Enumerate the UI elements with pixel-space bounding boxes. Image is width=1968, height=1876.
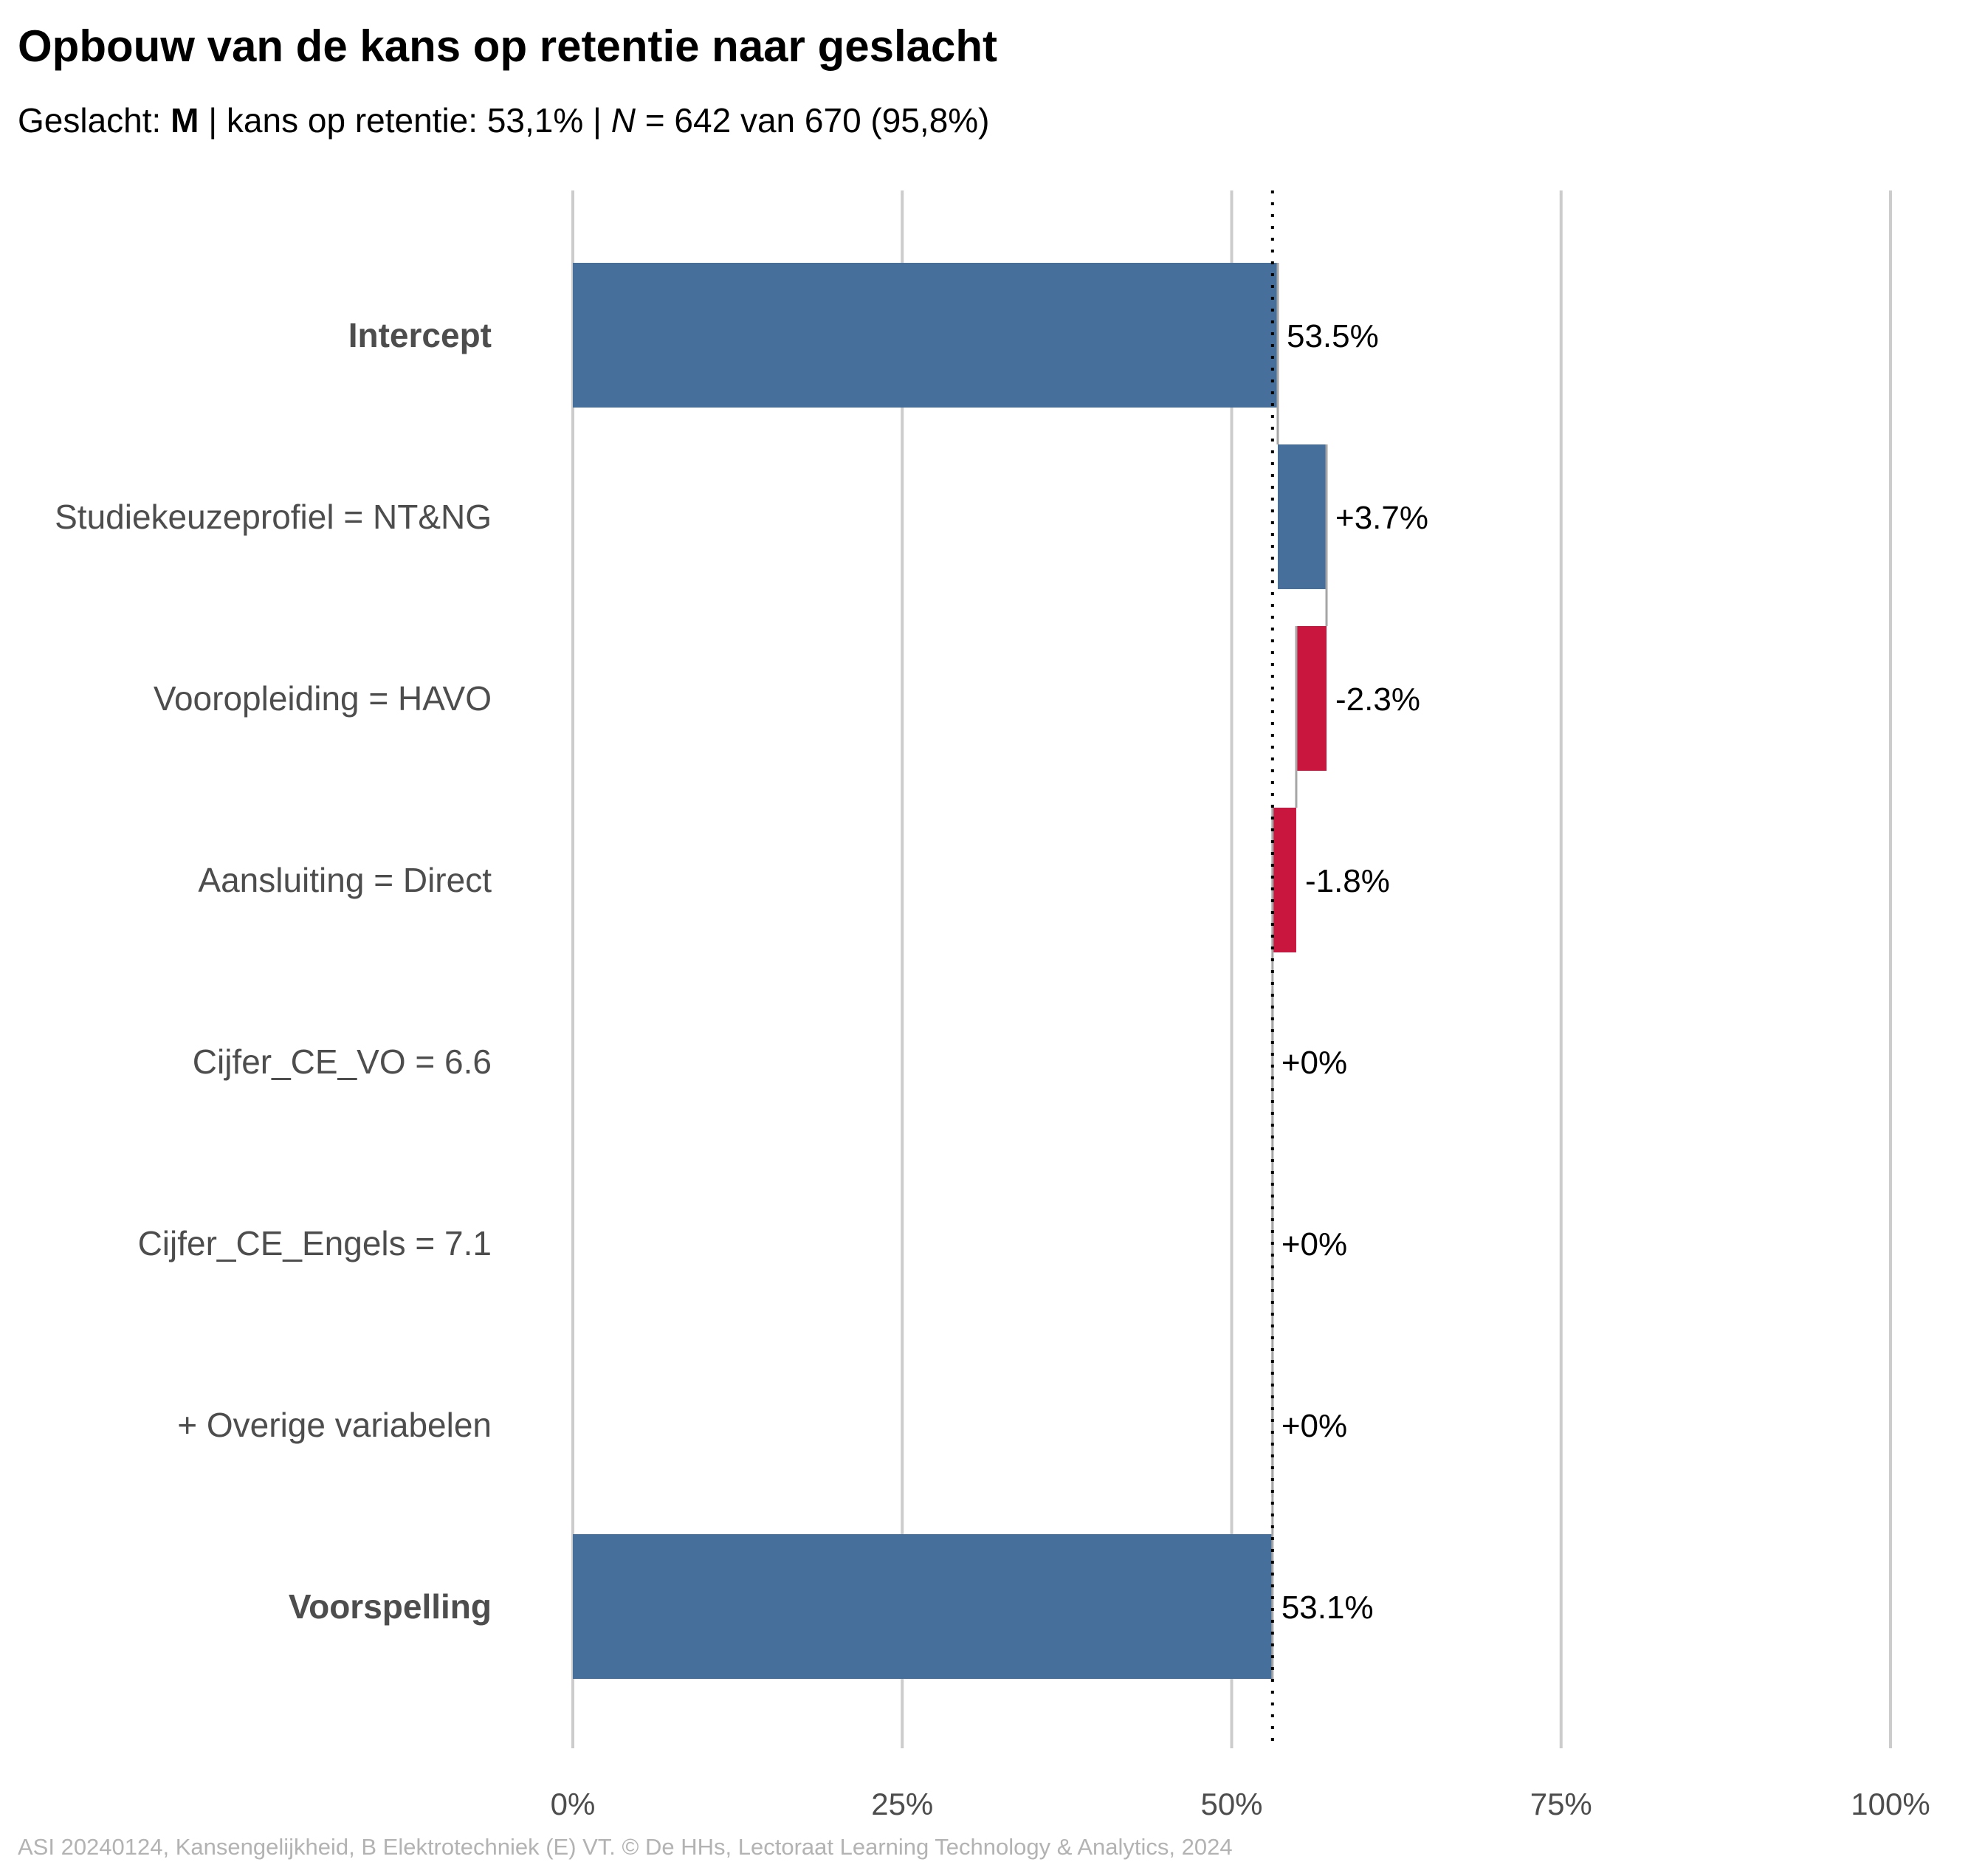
- x-tick-label: 25%: [871, 1787, 933, 1821]
- gridlines: [571, 190, 1892, 1748]
- category-label: Vooropleiding = HAVO: [154, 679, 492, 718]
- value-label: +0%: [1281, 1045, 1347, 1081]
- category-label: Cijfer_CE_VO = 6.6: [193, 1042, 492, 1081]
- value-label: +0%: [1281, 1226, 1347, 1262]
- value-label: -1.8%: [1305, 863, 1390, 899]
- value-label: +0%: [1281, 1408, 1347, 1444]
- x-tick-label: 50%: [1200, 1787, 1262, 1821]
- bar-1: [573, 263, 1278, 408]
- value-label: 53.5%: [1287, 318, 1379, 354]
- bar-3: [1296, 626, 1327, 771]
- x-tick-label: 100%: [1851, 1787, 1930, 1821]
- bar-4: [1272, 808, 1296, 952]
- chart-title: Opbouw van de kans op retentie naar gesl…: [18, 21, 998, 71]
- value-label: +3.7%: [1335, 500, 1428, 536]
- category-label: Intercept: [348, 316, 492, 354]
- value-label: -2.3%: [1335, 681, 1420, 718]
- bar-2: [1277, 444, 1327, 589]
- category-label: Studiekeuzeprofiel = NT&NG: [55, 498, 492, 536]
- subtitle-middle: | kans op retentie: 53,1% |: [199, 101, 611, 140]
- subtitle-n-symbol: N: [610, 101, 636, 140]
- subtitle-prefix: Geslacht:: [18, 101, 171, 140]
- subtitle-suffix: = 642 van 670 (95,8%): [636, 101, 990, 140]
- chart-caption: ASI 20240124, Kansengelijkheid, B Elektr…: [18, 1834, 1233, 1860]
- value-label: 53.1%: [1281, 1590, 1374, 1626]
- subtitle-group: M: [171, 101, 199, 140]
- category-label: Cijfer_CE_Engels = 7.1: [138, 1224, 492, 1262]
- category-label: Voorspelling: [289, 1587, 492, 1626]
- bar-8: [573, 1534, 1273, 1679]
- chart-subtitle: Geslacht: M | kans op retentie: 53,1% | …: [18, 100, 990, 140]
- bars: [573, 263, 1328, 1679]
- x-tick-label: 75%: [1530, 1787, 1592, 1821]
- labels: 0% 25% 50% 75% 100% Intercept 53.5% Studiekeuze…: [55, 316, 1930, 1821]
- category-label: Aansluiting = Direct: [198, 861, 492, 899]
- x-tick-label: 0%: [551, 1787, 596, 1821]
- category-label: + Overige variabelen: [177, 1406, 492, 1444]
